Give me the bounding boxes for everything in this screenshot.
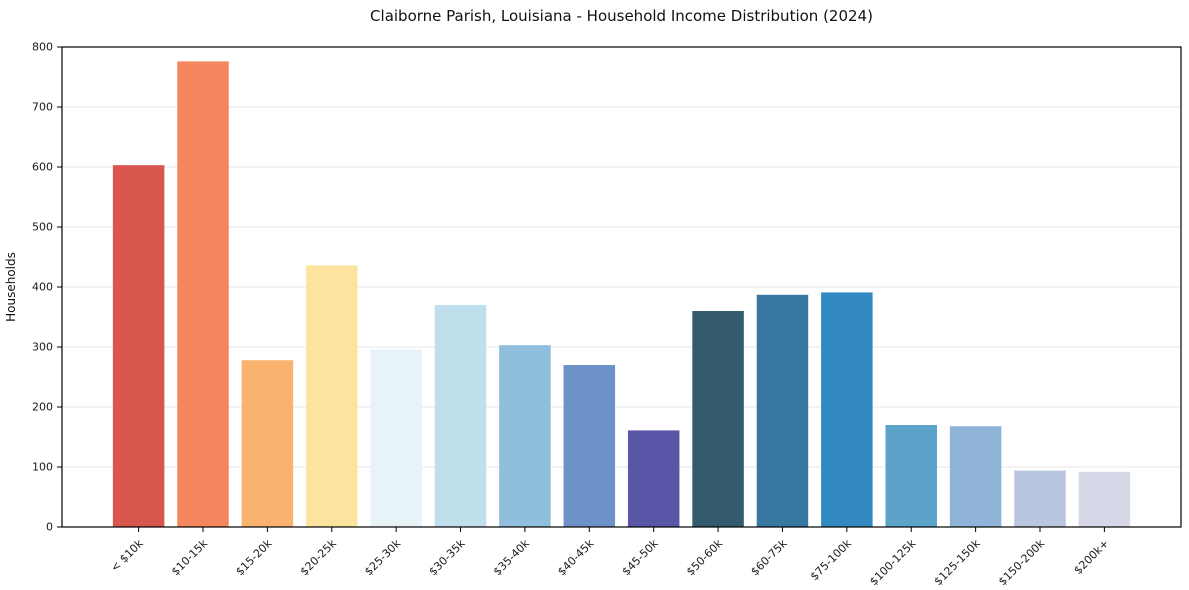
bar-40-45k — [563, 365, 616, 527]
x-tick-label-10-15k: $10-15k — [169, 536, 211, 578]
x-tick-label-10k: < $10k — [108, 536, 146, 574]
y-tick-label-200: 200 — [32, 401, 53, 414]
bar-75-100k — [821, 292, 873, 527]
x-tick-label-75-100k: $75-100k — [808, 536, 855, 583]
x-tick-label-50-60k: $50-60k — [684, 536, 726, 578]
x-tick-label-30-35k: $30-35k — [426, 536, 468, 578]
x-tick-label-45-50k: $45-50k — [620, 536, 662, 578]
bar-100-125k — [885, 425, 937, 527]
x-tick-label-35-40k: $35-40k — [491, 536, 533, 578]
y-tick-label-400: 400 — [32, 281, 53, 294]
y-tick-label-700: 700 — [32, 101, 53, 114]
x-tick-label-150-200k: $150-200k — [996, 536, 1048, 588]
y-tick-label-800: 800 — [32, 41, 53, 54]
bar-35-40k — [499, 345, 551, 527]
bar-15-20k — [241, 360, 294, 527]
bar-20-25k — [306, 265, 358, 527]
bar-10-15k — [177, 61, 229, 528]
bar-10k — [112, 165, 165, 527]
bar-150-200k — [1014, 470, 1066, 527]
y-tick-label-600: 600 — [32, 161, 53, 174]
x-tick-label-15-20k: $15-20k — [233, 536, 275, 578]
x-tick-label-100-125k: $100-125k — [867, 536, 919, 588]
bar-60-75k — [756, 294, 809, 527]
y-tick-label-500: 500 — [32, 221, 53, 234]
x-tick-label-60-75k: $60-75k — [748, 536, 790, 578]
x-tick-label-25-30k: $25-30k — [362, 536, 404, 578]
y-tick-label-300: 300 — [32, 341, 53, 354]
x-tick-label-20-25k: $20-25k — [298, 536, 340, 578]
y-tick-label-0: 0 — [46, 521, 53, 534]
x-tick-label-40-45k: $40-45k — [555, 536, 597, 578]
bar-30-35k — [434, 305, 487, 527]
y-tick-label-100: 100 — [32, 461, 53, 474]
bar-45-50k — [627, 430, 680, 527]
x-tick-label-200k+: $200k+ — [1071, 537, 1111, 577]
bar-25-30k — [370, 349, 422, 527]
bar-50-60k — [692, 311, 744, 527]
bar-125-150k — [949, 426, 1002, 527]
bar-200k+ — [1078, 471, 1131, 527]
x-tick-label-125-150k: $125-150k — [932, 536, 984, 588]
chart-title: Claiborne Parish, Louisiana - Household … — [370, 7, 873, 25]
